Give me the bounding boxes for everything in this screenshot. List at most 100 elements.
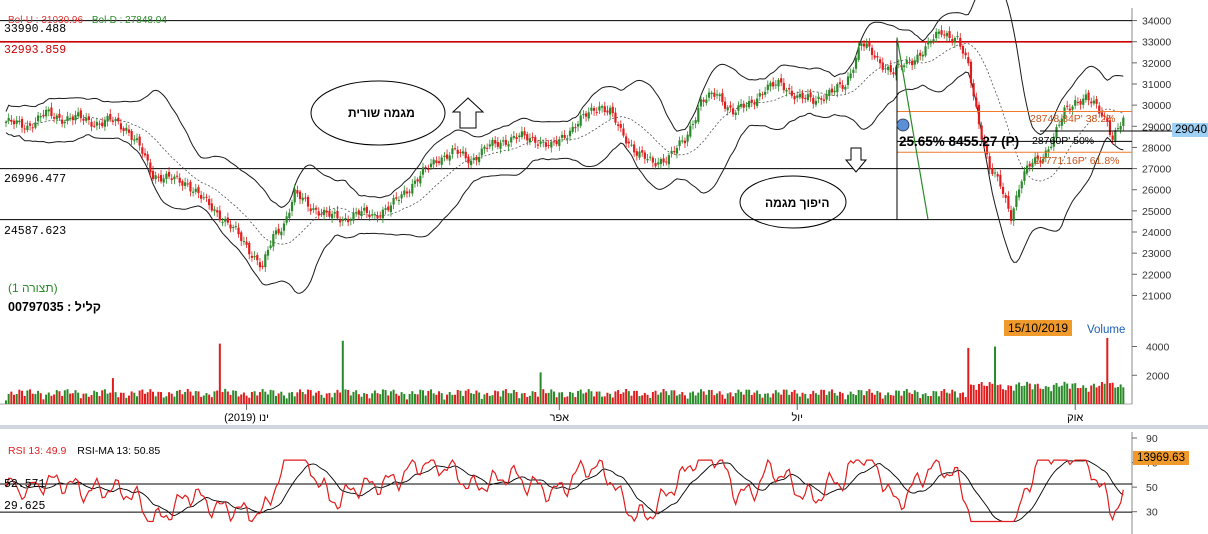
candle-body — [384, 208, 387, 210]
volume-bar — [905, 388, 908, 404]
candle-body — [400, 194, 403, 199]
volume-bar — [208, 394, 211, 404]
volume-bar — [264, 391, 267, 404]
candle-body — [552, 141, 556, 143]
candle-body — [536, 144, 540, 146]
volume-bar — [467, 389, 470, 404]
candle-body — [568, 130, 572, 137]
candle-body — [443, 155, 446, 158]
volume-bar — [133, 392, 136, 404]
volume-bar — [697, 392, 700, 404]
volume-bar — [274, 395, 277, 404]
candle-body — [788, 88, 791, 90]
candle-body — [79, 110, 82, 118]
volume-bar — [224, 388, 227, 404]
candle-body — [344, 218, 347, 220]
volume-bar — [507, 393, 510, 404]
date-marker: 15/10/2019 — [1004, 320, 1073, 336]
volume-bar — [916, 391, 919, 404]
volume-bar — [980, 382, 983, 404]
volume-bar — [226, 391, 229, 404]
candle-body — [261, 265, 264, 268]
candle-body — [181, 181, 184, 186]
volume-bar — [454, 394, 457, 404]
candle-body — [820, 98, 823, 100]
volume-bar — [651, 391, 654, 404]
candle-body — [1074, 100, 1077, 106]
candle-body — [817, 96, 820, 99]
volume-bar — [999, 384, 1002, 404]
candle-body — [678, 140, 681, 147]
volume-bar — [277, 393, 280, 404]
volume-bar — [205, 393, 208, 404]
volume-bar — [689, 392, 692, 404]
candle-body — [106, 115, 109, 122]
volume-bar — [186, 388, 189, 404]
volume-bar — [943, 389, 946, 404]
volume-bar — [745, 389, 748, 404]
volume-bar — [389, 391, 392, 404]
rsi-ma-label: RSI-MA 13: 50.85 — [77, 445, 161, 457]
candle-body — [881, 62, 884, 70]
volume-bar — [619, 393, 622, 404]
volume-bar — [488, 395, 491, 404]
candle-body — [453, 148, 457, 150]
volume-bar — [472, 393, 475, 404]
candle-body — [1090, 101, 1093, 104]
volume-bar — [408, 393, 411, 404]
candle-body — [830, 88, 834, 93]
candle-body — [849, 73, 852, 79]
volume-bar — [1010, 385, 1013, 404]
volume-bar — [400, 392, 403, 404]
volume-bar — [630, 395, 633, 404]
volume-bar — [494, 390, 497, 404]
volume-bar — [686, 398, 689, 404]
candle-body — [860, 43, 863, 46]
volume-bar — [1015, 384, 1018, 404]
volume-bar — [119, 392, 122, 404]
candle-body — [192, 191, 195, 193]
price-tick-label: 24000 — [1142, 227, 1171, 239]
candle-body — [862, 43, 866, 47]
candle-body — [654, 163, 657, 167]
candle-body — [975, 97, 978, 107]
volume-bar — [542, 389, 545, 404]
candle-body — [582, 114, 585, 116]
candle-body — [103, 120, 107, 127]
volume-bar — [852, 394, 855, 404]
volume-bar — [772, 393, 775, 404]
candle-body — [491, 139, 494, 146]
candle-body — [801, 92, 804, 99]
volume-bar — [945, 392, 948, 404]
candle-body — [969, 61, 973, 84]
candle-body — [127, 129, 131, 133]
candle-body — [266, 249, 270, 256]
volume-bar — [184, 391, 187, 404]
volume-bar — [1044, 386, 1047, 404]
volume-bar — [79, 398, 82, 404]
volume-bar — [1047, 386, 1050, 404]
candle-body — [130, 130, 133, 140]
candle-body — [697, 108, 700, 122]
candle-body — [143, 153, 147, 156]
candle-body — [782, 82, 785, 91]
candle-body — [371, 214, 374, 216]
price-tick-label: 31000 — [1142, 79, 1171, 91]
candle-body — [317, 211, 320, 216]
candle-body — [748, 101, 751, 108]
candle-body — [889, 65, 892, 72]
volume-bar — [654, 390, 657, 404]
bollinger-upper-band — [5, 0, 1124, 208]
candle-body — [609, 107, 612, 115]
volume-bar — [165, 396, 168, 404]
candle-body — [550, 141, 553, 148]
candle-body — [432, 159, 435, 165]
candle-body — [167, 171, 171, 177]
candle-body — [363, 207, 366, 211]
volume-bar — [512, 389, 515, 404]
candle-body — [117, 117, 120, 122]
candle-body — [919, 52, 922, 56]
candle-body — [670, 150, 673, 154]
volume-bar — [785, 389, 788, 404]
volume-bar — [371, 393, 374, 404]
